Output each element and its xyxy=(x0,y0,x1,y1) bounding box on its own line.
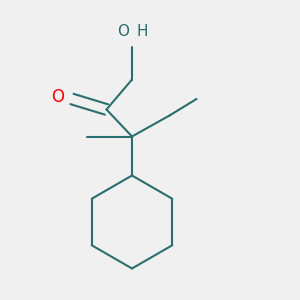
Text: O: O xyxy=(117,24,129,39)
Text: H: H xyxy=(136,24,148,39)
Text: O: O xyxy=(52,88,64,106)
